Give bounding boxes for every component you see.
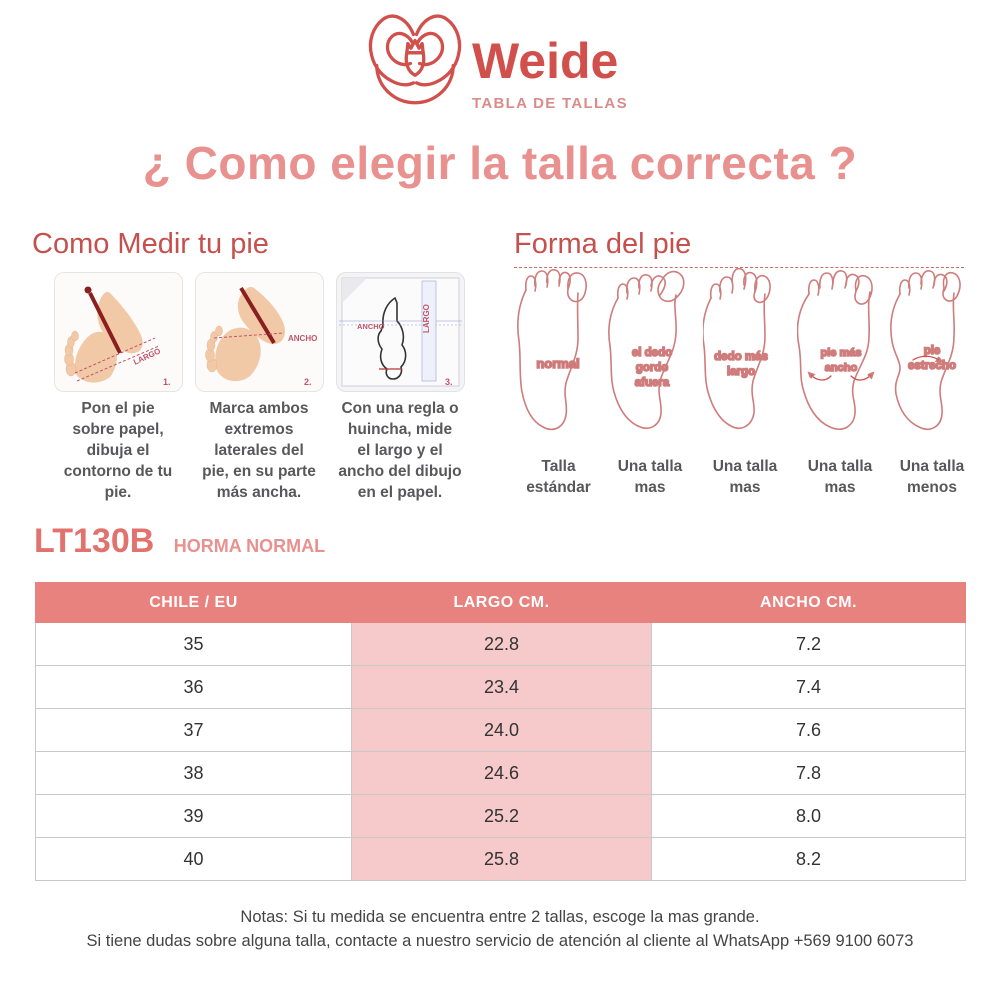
svg-text:pie más: pie más <box>821 347 862 359</box>
svg-text:normal: normal <box>536 356 579 371</box>
svg-text:gordo: gordo <box>636 362 669 374</box>
svg-text:ancho: ancho <box>825 362 858 374</box>
svg-text:LARGO: LARGO <box>422 304 431 333</box>
svg-text:1.: 1. <box>163 377 171 387</box>
svg-text:afuera: afuera <box>635 377 670 389</box>
svg-text:estrecho: estrecho <box>908 360 956 372</box>
svg-text:pie: pie <box>924 345 941 357</box>
svg-text:3.: 3. <box>445 377 453 387</box>
svg-text:ANCHO: ANCHO <box>357 322 385 331</box>
svg-text:2.: 2. <box>304 377 312 387</box>
svg-text:el dedo: el dedo <box>632 347 672 359</box>
svg-text:dedo más: dedo más <box>714 351 768 363</box>
svg-text:ANCHO: ANCHO <box>288 334 317 343</box>
svg-text:largo: largo <box>727 366 755 378</box>
